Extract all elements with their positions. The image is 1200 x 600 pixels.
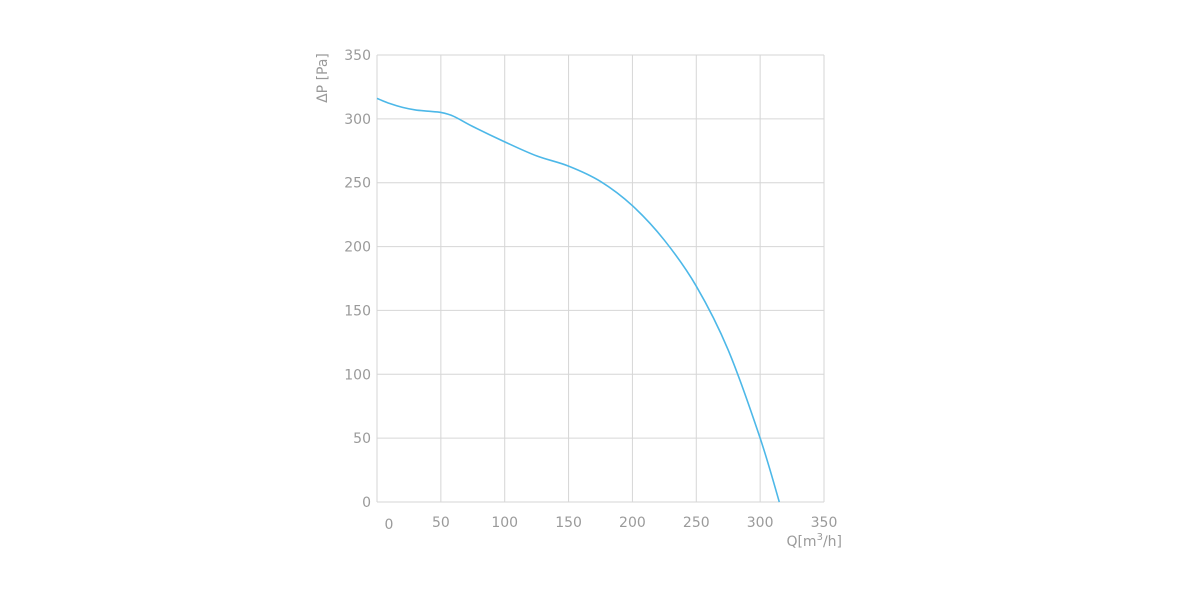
y-tick-label: 350 bbox=[344, 48, 371, 64]
x-tick-label: 350 bbox=[811, 515, 838, 531]
x-tick-label: 300 bbox=[747, 515, 774, 531]
series-line bbox=[376, 97, 781, 503]
y-tick-label: 200 bbox=[344, 240, 371, 256]
x-tick-label: 150 bbox=[555, 515, 582, 531]
y-tick-label: 300 bbox=[344, 112, 371, 128]
y-tick-label: 0 bbox=[362, 495, 371, 511]
y-axis-label: ΔP [Pa] bbox=[315, 53, 331, 103]
x-axis-ticks: 0 50 100 150 200 250 300 350 bbox=[385, 515, 838, 533]
x-axis-label: Q[m3/h] bbox=[786, 532, 842, 550]
x-tick-label: 250 bbox=[683, 515, 710, 531]
y-tick-label: 50 bbox=[353, 431, 371, 447]
y-tick-label: 250 bbox=[344, 176, 371, 192]
x-tick-label: 100 bbox=[491, 515, 518, 531]
y-tick-label: 150 bbox=[344, 303, 371, 319]
x-tick-label: 0 bbox=[385, 517, 394, 533]
y-axis-ticks: 0 50 100 150 200 250 300 350 bbox=[344, 48, 371, 511]
x-axis-label-superscript: 3 bbox=[817, 532, 823, 543]
x-tick-label: 200 bbox=[619, 515, 646, 531]
x-axis-label-tail: /h] bbox=[823, 534, 842, 550]
grid bbox=[376, 54, 825, 503]
y-tick-label: 100 bbox=[344, 367, 371, 383]
x-tick-label: 50 bbox=[432, 515, 450, 531]
x-axis-label-main: Q[m bbox=[786, 534, 816, 550]
